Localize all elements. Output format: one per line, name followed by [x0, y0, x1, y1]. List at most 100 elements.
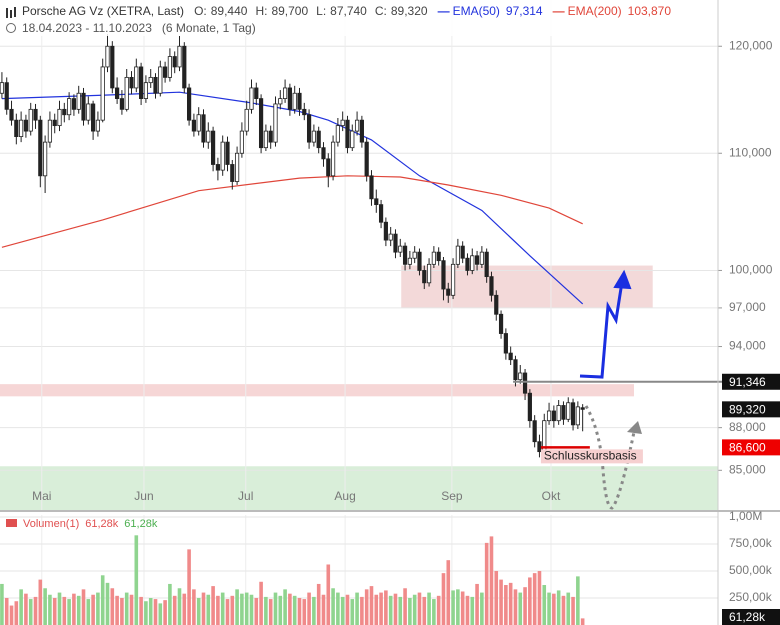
- x-tick-label: Mai: [32, 489, 51, 503]
- candle-body: [100, 66, 105, 121]
- ema-line: [1, 175, 583, 248]
- y-tick-label: 120,000: [729, 38, 773, 52]
- volume-bar: [537, 570, 542, 625]
- candle-body: [359, 119, 364, 143]
- volume-bar: [499, 579, 503, 625]
- legend-swatch: —: [553, 4, 565, 18]
- candle-body: [225, 141, 230, 165]
- candle-body: [297, 92, 302, 110]
- candle-body: [575, 406, 580, 426]
- volume-bar: [384, 590, 388, 625]
- volume-bar: [192, 589, 196, 625]
- candle-body: [426, 263, 432, 284]
- volume-bar: [48, 594, 52, 625]
- candle-body: [378, 204, 384, 223]
- candle-body: [417, 251, 422, 271]
- volume-bar: [163, 600, 167, 625]
- volume-bar: [307, 592, 311, 625]
- candle-body: [81, 92, 86, 121]
- clock-icon: [6, 23, 16, 33]
- candle-body: [306, 114, 312, 143]
- volume-bar: [542, 585, 547, 625]
- volume-bar: [264, 596, 268, 625]
- volume-bar: [393, 593, 398, 625]
- volume-bar: [196, 597, 201, 625]
- legend-swatch: —: [438, 4, 450, 18]
- legend-value: 97,314: [506, 4, 543, 18]
- volume-bar: [124, 592, 129, 625]
- volume-bar: [465, 595, 470, 625]
- volume-bar: [408, 597, 412, 625]
- volume-bar: [19, 589, 23, 625]
- volume-bar: [508, 582, 513, 625]
- volume-bar: [57, 592, 62, 625]
- candle-body: [0, 82, 5, 94]
- candle-body: [148, 76, 153, 84]
- volume-bar: [158, 603, 163, 625]
- candle-body: [57, 108, 62, 127]
- volume-last-label: 61,28k: [729, 610, 766, 624]
- candle-body: [206, 130, 211, 143]
- candle-body: [513, 359, 518, 381]
- candle-body: [465, 257, 470, 271]
- volume-bar: [422, 596, 427, 625]
- volume-bar: [403, 588, 407, 625]
- candle-body: [393, 233, 398, 253]
- volume-bar: [177, 588, 182, 625]
- x-tick-label: Aug: [334, 489, 355, 503]
- legend-name: EMA(200): [568, 4, 622, 18]
- grid: [0, 0, 722, 625]
- zone: [0, 384, 635, 397]
- legend-name: EMA(50): [453, 4, 500, 18]
- candle-body: [71, 98, 77, 110]
- candle-body: [182, 45, 187, 89]
- candle-body: [311, 130, 316, 143]
- volume-bar: [340, 596, 345, 625]
- candle-body: [62, 108, 67, 116]
- blue-arrow: [579, 281, 624, 379]
- candle-body: [350, 130, 355, 149]
- volume-bar: [139, 596, 143, 625]
- summary-value: 89,320: [391, 4, 428, 18]
- candle-body: [354, 119, 360, 132]
- y-tick-label: 85,000: [729, 462, 766, 476]
- volume-bar: [38, 579, 43, 625]
- candle-body: [369, 175, 374, 200]
- volume-value: 61,28k: [85, 518, 119, 530]
- candle-body: [239, 130, 244, 154]
- volume-bar: [28, 599, 33, 625]
- volume-bar: [67, 599, 71, 625]
- candle-body: [254, 87, 259, 99]
- candle-body: [580, 407, 585, 410]
- candle-body: [546, 410, 552, 422]
- candle-body: [23, 119, 29, 132]
- gray-arrow: [584, 405, 636, 510]
- candle-body: [115, 87, 120, 99]
- volume-bar: [436, 595, 441, 625]
- gray-arrowhead: [627, 421, 642, 434]
- price-label: 91,346: [729, 375, 766, 389]
- candle-body: [474, 255, 480, 265]
- volume-bar: [259, 581, 263, 625]
- volume-bar: [292, 595, 297, 625]
- volume-bar: [81, 589, 86, 625]
- candle-body: [230, 164, 235, 182]
- summary-name: C:: [375, 4, 387, 18]
- header-bg: [0, 0, 610, 36]
- volume-bar: [326, 564, 331, 625]
- volume-bar: [470, 596, 475, 625]
- candle-body: [518, 372, 523, 381]
- candle-body: [177, 45, 182, 68]
- candle-body: [489, 276, 494, 296]
- x-tick-label: Okt: [542, 489, 561, 503]
- title: Porsche AG Vz (XETRA, Last): [22, 4, 184, 18]
- candle-body: [326, 158, 331, 177]
- volume-bar: [148, 597, 153, 625]
- date-range: 18.04.2023 - 11.10.2023: [22, 21, 152, 35]
- candle-body: [258, 98, 264, 149]
- volume-last-box: [722, 609, 780, 625]
- volume-bar: [446, 560, 451, 625]
- volume-bar: [52, 597, 57, 625]
- volume-bar: [211, 586, 215, 625]
- candle-body: [43, 141, 48, 177]
